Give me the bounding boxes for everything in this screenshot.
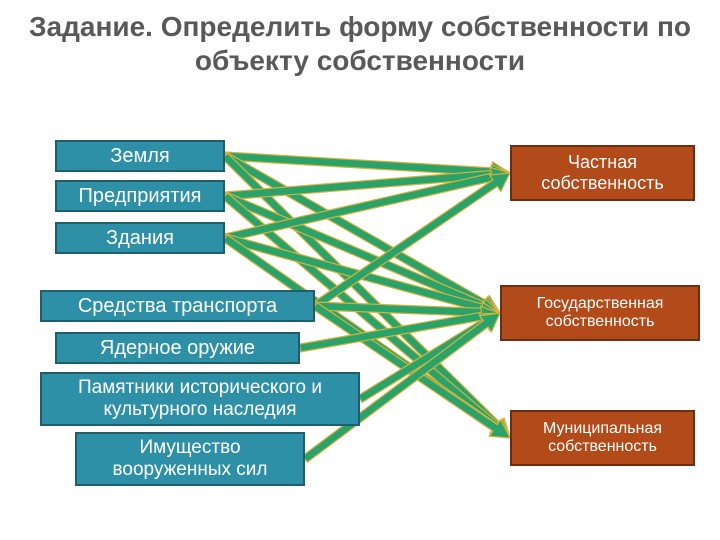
object-node-heritage: Памятники исторического и культурного на… xyxy=(40,372,360,426)
ownership-node-state: Государственная собственность xyxy=(500,285,700,341)
connection-arrow xyxy=(299,306,500,352)
node-label: Предприятия xyxy=(79,185,202,208)
diagram-title: Задание. Определить форму собственности … xyxy=(0,10,720,77)
connection-arrow xyxy=(223,153,500,314)
node-label: Ядерное оружие xyxy=(100,337,255,360)
node-label: Муниципальная собственность xyxy=(518,420,687,457)
node-label: Земля xyxy=(110,145,169,168)
connection-arrow xyxy=(358,313,500,402)
node-label: Памятники исторического и культурного на… xyxy=(48,377,352,421)
connection-arrow xyxy=(225,152,510,182)
object-node-ent: Предприятия xyxy=(55,180,225,212)
node-label: Средства транспорта xyxy=(78,295,277,318)
object-node-military: Имущество вооруженных сил xyxy=(75,432,305,486)
ownership-node-private: Частная собственность xyxy=(510,145,695,201)
connection-arrow xyxy=(224,167,510,242)
connection-arrow xyxy=(313,173,510,309)
diagram-stage: Задание. Определить форму собственности … xyxy=(0,0,720,540)
object-node-transport: Средства транспорта xyxy=(40,290,315,322)
connection-arrow xyxy=(315,302,500,322)
object-node-nuclear: Ядерное оружие xyxy=(55,332,300,364)
node-label: Частная собственность xyxy=(518,152,687,193)
node-label: Здания xyxy=(106,227,174,250)
connection-arrow xyxy=(225,165,510,201)
ownership-node-municipal: Муниципальная собственность xyxy=(510,410,695,466)
object-node-land: Земля xyxy=(55,140,225,172)
node-label: Имущество вооруженных сил xyxy=(83,437,297,481)
node-label: Государственная собственность xyxy=(508,295,692,332)
object-node-build: Здания xyxy=(55,222,225,254)
